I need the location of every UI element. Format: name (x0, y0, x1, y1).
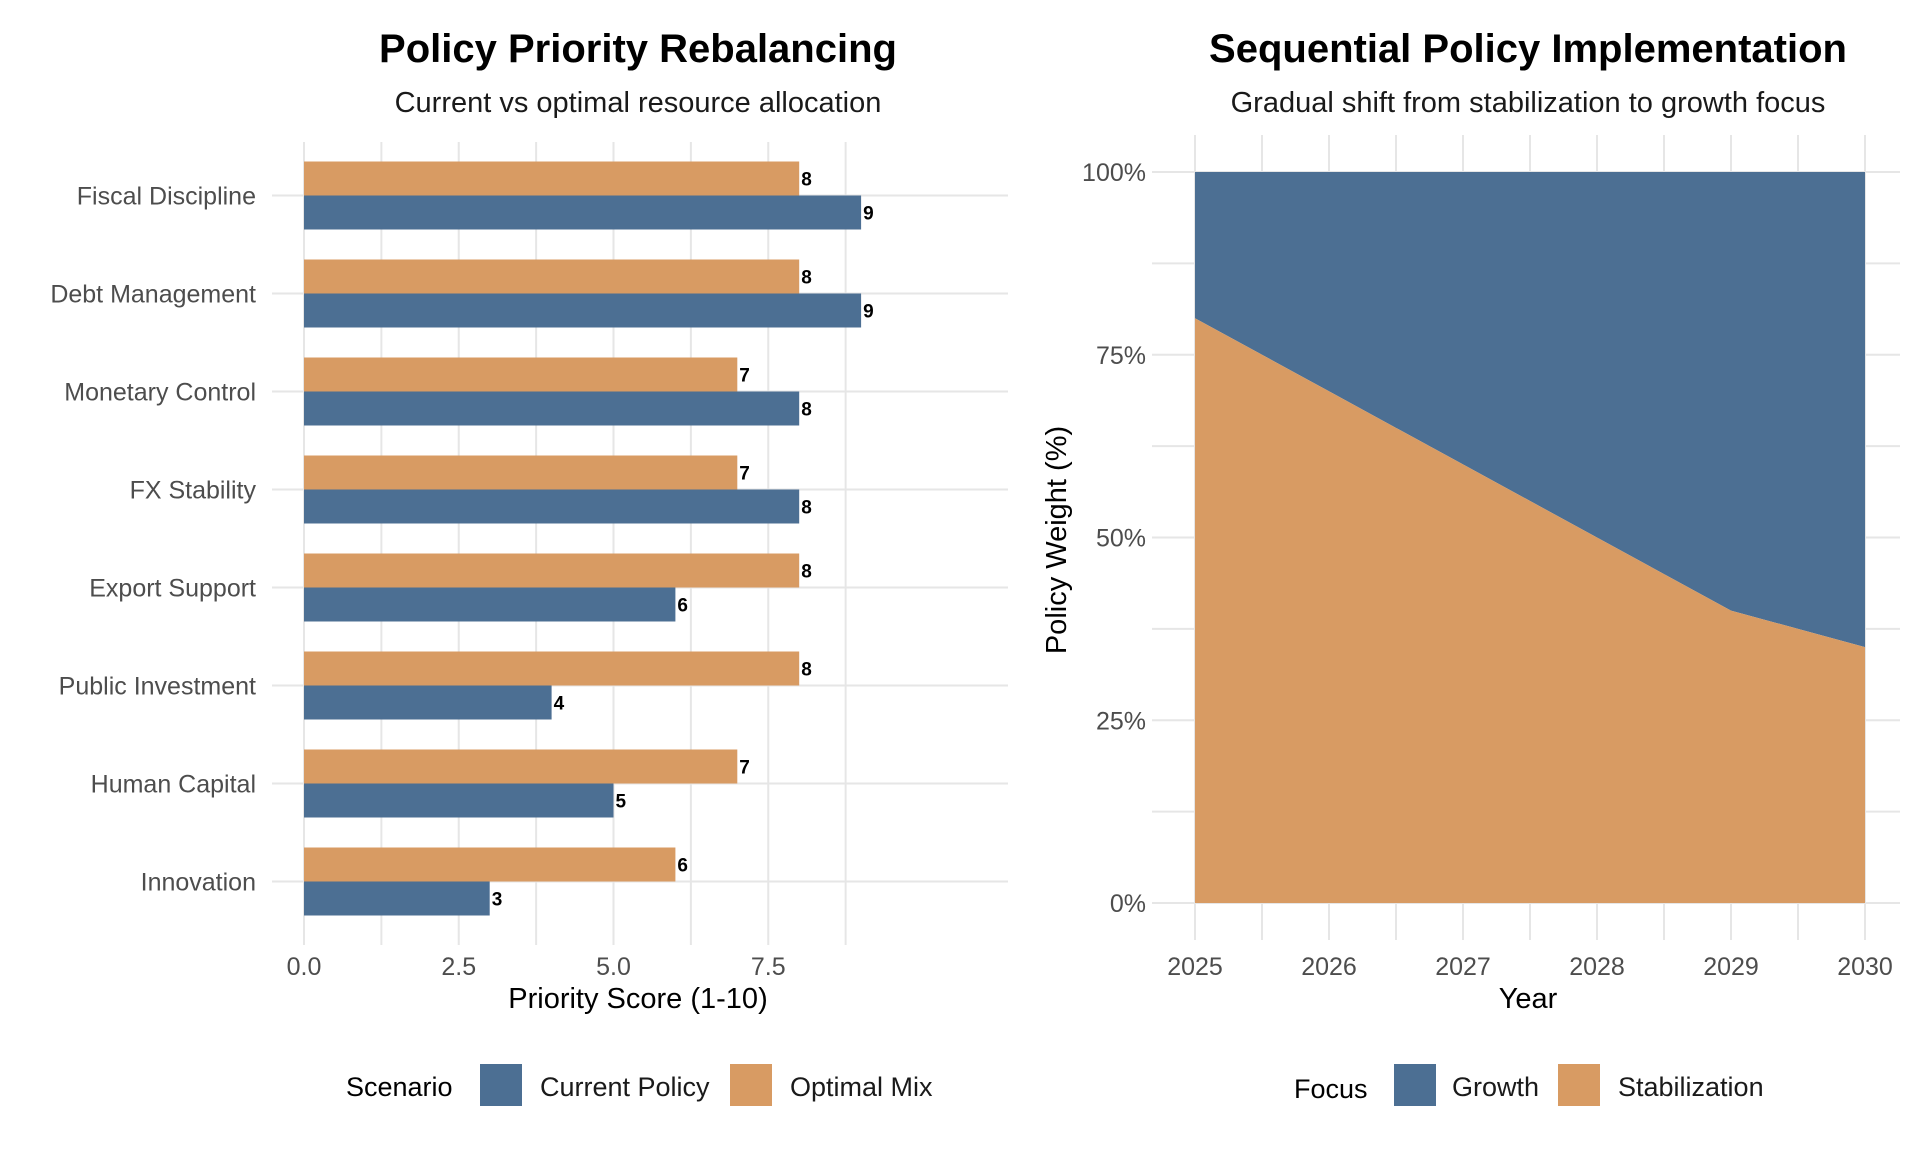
bar-current-policy-debt-management (304, 293, 862, 328)
area-x-tick-label: 2029 (1703, 953, 1759, 981)
data-label-optimal-mix: 7 (739, 366, 750, 387)
area-y-tick-label: 50% (1096, 525, 1146, 553)
bar-chart-category-labels: Fiscal Discipline Debt Management Monetary… (50, 183, 256, 897)
bar-x-tick-label: 7.5 (751, 953, 786, 981)
bar-current-policy-export-support (304, 587, 676, 622)
data-label-current-policy: 8 (801, 498, 812, 519)
area-y-tick-label: 75% (1096, 342, 1146, 370)
bar-current-policy-fiscal-discipline (304, 195, 862, 230)
bar-x-tick-label: 2.5 (441, 953, 476, 981)
area-chart-legend: Focus Growth Stabilization (1294, 1064, 1764, 1106)
area-y-tick-label: 100% (1082, 159, 1146, 187)
bar-chart-title: Policy Priority Rebalancing (379, 27, 897, 71)
legend-label-stabilization: Stabilization (1618, 1072, 1764, 1102)
bar-optimal-mix-human-capital (304, 749, 738, 784)
area-chart-areas (1195, 172, 1865, 903)
data-label-current-policy: 6 (677, 596, 688, 617)
category-label-public-investment: Public Investment (59, 673, 256, 701)
data-label-optimal-mix: 8 (801, 170, 812, 191)
bar-chart-x-axis-title: Priority Score (1-10) (508, 983, 767, 1015)
legend-label-growth: Growth (1452, 1072, 1539, 1102)
area-series-growth (1195, 172, 1865, 648)
area-x-tick-label: 2030 (1837, 953, 1893, 981)
legend-swatch-optimal-mix (730, 1064, 772, 1106)
bar-chart-panel: Policy Priority Rebalancing Current vs o… (50, 27, 1008, 1106)
legend-swatch-current-policy (480, 1064, 522, 1106)
bar-legend-title: Scenario (346, 1072, 453, 1102)
area-chart-subtitle: Gradual shift from stabilization to grow… (1231, 87, 1826, 119)
area-y-tick-label: 0% (1110, 890, 1146, 918)
data-label-current-policy: 8 (801, 400, 812, 421)
legend-label-optimal-mix: Optimal Mix (790, 1072, 933, 1102)
bar-optimal-mix-innovation (304, 847, 676, 882)
bar-optimal-mix-debt-management (304, 259, 800, 294)
category-label-monetary-control: Monetary Control (64, 379, 256, 407)
area-series-stabilization (1195, 318, 1865, 903)
category-label-debt-management: Debt Management (50, 281, 256, 309)
area-chart-x-axis-title: Year (1499, 983, 1558, 1015)
data-label-optimal-mix: 8 (801, 268, 812, 289)
bar-optimal-mix-public-investment (304, 651, 800, 686)
bar-x-tick-label: 5.0 (596, 953, 631, 981)
bar-x-tick-label: 0.0 (287, 953, 322, 981)
area-chart-y-axis-title: Policy Weight (%) (1041, 426, 1073, 654)
bar-optimal-mix-monetary-control (304, 357, 738, 392)
bar-optimal-mix-export-support (304, 553, 800, 588)
bar-current-policy-innovation (304, 881, 490, 916)
category-label-human-capital: Human Capital (91, 771, 256, 799)
data-label-optimal-mix: 6 (677, 856, 688, 877)
bar-optimal-mix-fiscal-discipline (304, 161, 800, 196)
data-label-current-policy: 9 (863, 204, 874, 225)
category-label-export-support: Export Support (89, 575, 256, 603)
area-x-tick-label: 2025 (1167, 953, 1223, 981)
bar-current-policy-human-capital (304, 783, 614, 818)
bar-chart-data-labels: 8 9 8 9 7 8 7 8 8 6 8 4 7 5 6 3 (492, 170, 874, 911)
data-label-current-policy: 9 (863, 302, 874, 323)
bar-chart-bars (304, 161, 862, 916)
bar-current-policy-fx-stability (304, 489, 800, 524)
data-label-optimal-mix: 8 (801, 562, 812, 583)
area-legend-title: Focus (1294, 1074, 1368, 1104)
category-label-innovation: Innovation (141, 869, 256, 897)
data-label-optimal-mix: 7 (739, 758, 750, 779)
area-chart-x-ticks: 2025 2026 2027 2028 2029 2030 (1167, 953, 1893, 981)
category-label-fiscal-discipline: Fiscal Discipline (77, 183, 256, 211)
bar-chart-subtitle: Current vs optimal resource allocation (395, 87, 882, 119)
legend-swatch-growth (1394, 1064, 1436, 1106)
bar-current-policy-monetary-control (304, 391, 800, 426)
area-chart-y-ticks: 0% 25% 50% 75% 100% (1082, 159, 1146, 918)
category-label-fx-stability: FX Stability (130, 477, 257, 505)
area-y-tick-label: 25% (1096, 707, 1146, 735)
bar-chart-x-ticks: 0.0 2.5 5.0 7.5 (287, 953, 786, 981)
data-label-optimal-mix: 8 (801, 660, 812, 681)
legend-swatch-stabilization (1558, 1064, 1600, 1106)
area-x-tick-label: 2026 (1301, 953, 1357, 981)
area-x-tick-label: 2027 (1435, 953, 1491, 981)
data-label-current-policy: 4 (554, 694, 565, 715)
bar-chart-legend: Scenario Current Policy Optimal Mix (346, 1064, 933, 1106)
data-label-current-policy: 3 (492, 890, 503, 911)
area-chart-title: Sequential Policy Implementation (1209, 27, 1847, 71)
data-label-optimal-mix: 7 (739, 464, 750, 485)
bar-optimal-mix-fx-stability (304, 455, 738, 490)
bar-current-policy-public-investment (304, 685, 552, 720)
area-x-tick-label: 2028 (1569, 953, 1625, 981)
area-chart-panel: Sequential Policy Implementation Gradual… (1041, 27, 1900, 1106)
data-label-current-policy: 5 (616, 792, 627, 813)
legend-label-current-policy: Current Policy (540, 1072, 710, 1102)
